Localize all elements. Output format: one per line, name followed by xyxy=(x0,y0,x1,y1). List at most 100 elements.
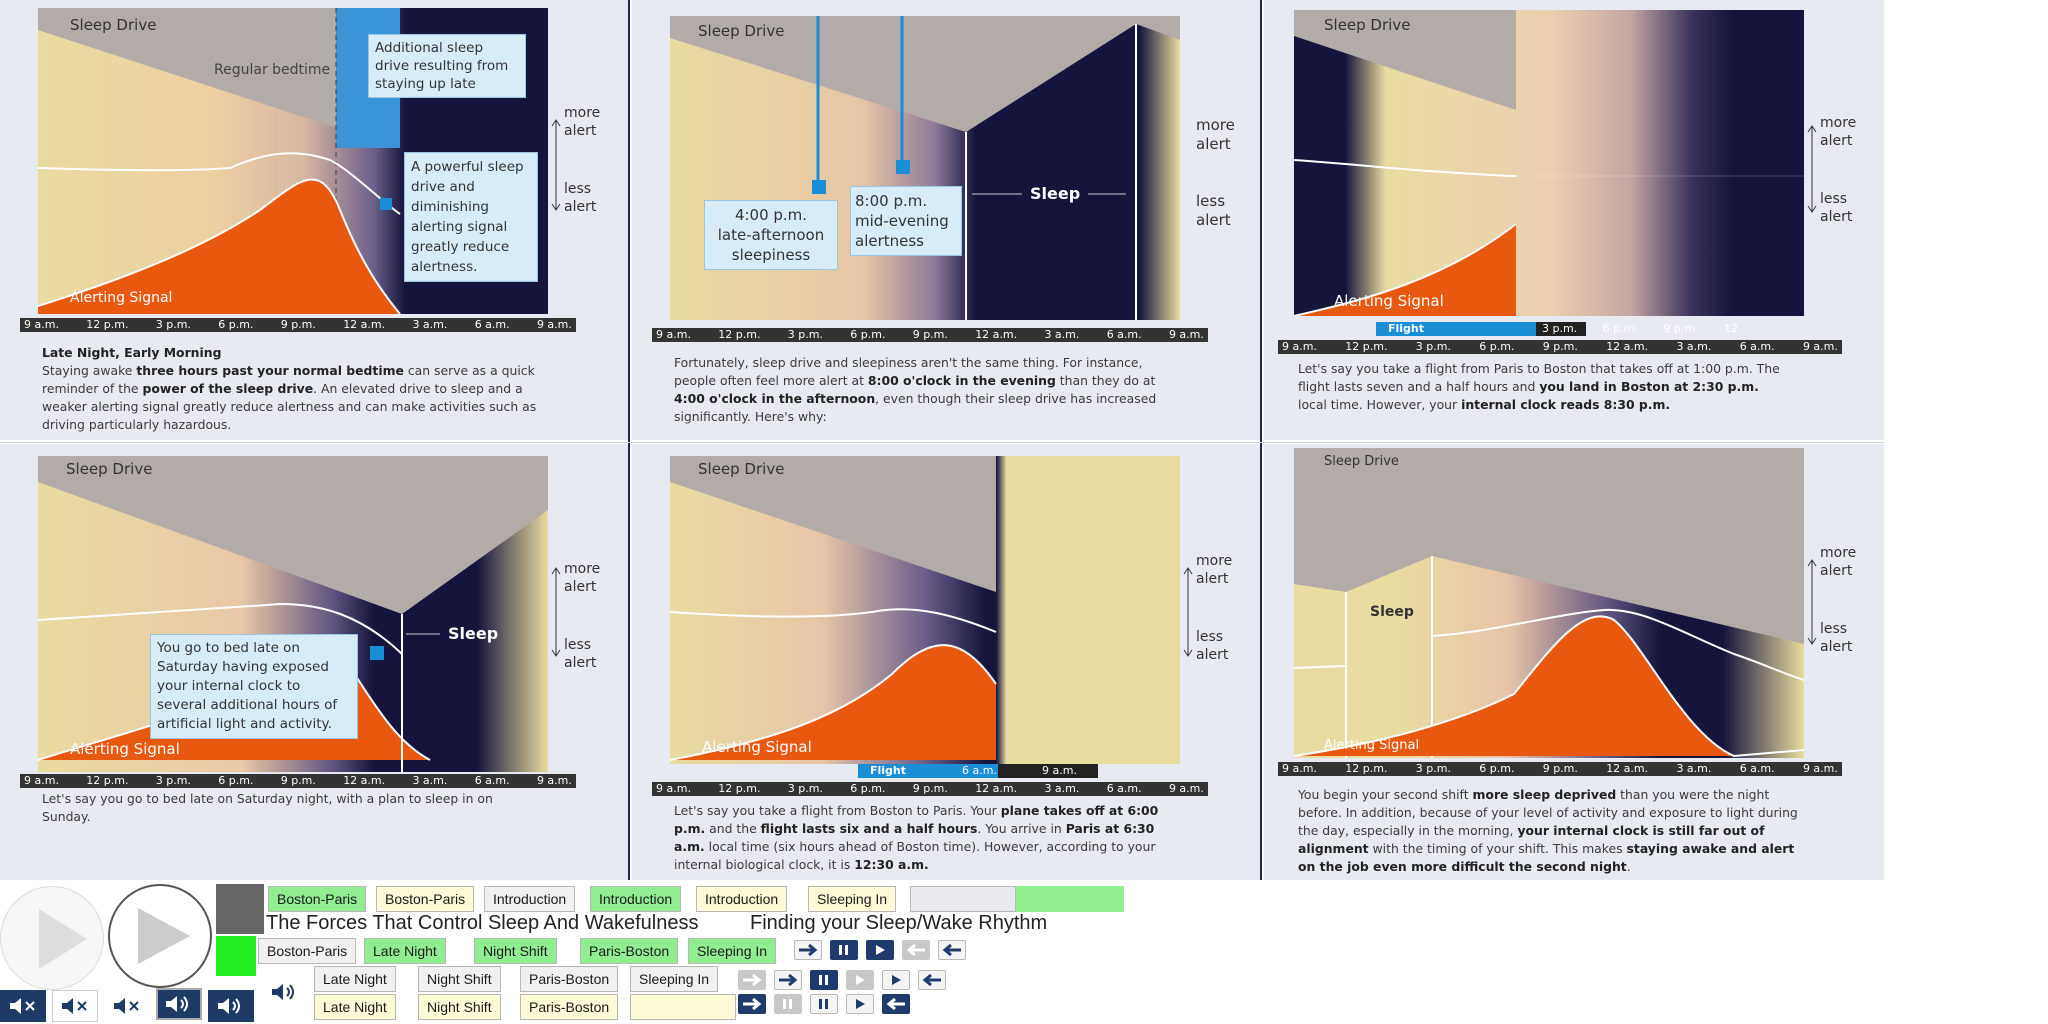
axis-tick: 12 a.m. xyxy=(343,318,386,331)
back-arrow-button[interactable] xyxy=(938,940,966,960)
panel1-caption: Late Night, Early Morning Staying awake … xyxy=(42,344,542,434)
panel-divider xyxy=(1260,0,1262,880)
nav-late-night-3[interactable]: Late Night xyxy=(314,994,396,1020)
nav-late-night[interactable]: Late Night xyxy=(364,938,446,964)
sleep-region-label: Sleep xyxy=(1030,184,1081,203)
panel4-caption: Let's say you go to bed late on Saturday… xyxy=(42,791,493,824)
mute-button-light[interactable] xyxy=(104,990,150,1022)
more-alert-label: more alert xyxy=(564,561,601,595)
axis-tick: 3 a.m. xyxy=(412,774,448,787)
axis-tick: 12 p.m. xyxy=(86,774,129,787)
pause-button[interactable] xyxy=(810,994,838,1014)
nav-night-shift-3[interactable]: Night Shift xyxy=(418,994,501,1020)
mute-button-alt[interactable] xyxy=(52,990,98,1022)
panel2-caption: Fortunately, sleep drive and sleepiness … xyxy=(674,355,1157,424)
play-button-small[interactable] xyxy=(846,994,874,1014)
panel3-caption: Let's say you take a flight from Paris t… xyxy=(1298,361,1780,412)
volume-button-light[interactable] xyxy=(262,976,308,1008)
nav-introduction-active[interactable]: Introduction xyxy=(590,886,682,912)
less-alert-label: less alert xyxy=(564,637,597,671)
nav-introduction[interactable]: Introduction xyxy=(484,886,576,912)
nav-sleeping-in-3[interactable]: Sleeping In xyxy=(630,966,719,992)
nav-boston-paris[interactable]: Boston-Paris xyxy=(268,886,367,912)
axis-panel3-flight: 3 p.m. 6 p.m. 9 p.m. 12 xyxy=(1542,322,1738,336)
night-shift-chart xyxy=(1278,448,1842,776)
pause-button-disabled[interactable] xyxy=(774,994,802,1014)
less-alert-label: less alert xyxy=(1820,621,1853,655)
axis-tick: 12 a.m. xyxy=(343,774,386,787)
row-divider xyxy=(0,442,1884,443)
play-button-disabled[interactable] xyxy=(846,970,874,990)
more-alert-label: more alert xyxy=(1820,115,1857,149)
arrow-right-icon xyxy=(779,973,798,987)
pause-icon xyxy=(819,975,828,985)
axis-tick: 9 a.m. xyxy=(536,774,572,787)
more-alert-label: more alert xyxy=(564,105,601,139)
axis-tick: 9 p.m. xyxy=(912,328,948,341)
pause-button[interactable] xyxy=(810,970,838,990)
nav-empty-green[interactable] xyxy=(1016,886,1124,912)
axis-tick: 12 a.m. xyxy=(975,328,1018,341)
swatch-grey xyxy=(216,884,264,934)
regular-bedtime-label: Regular bedtime xyxy=(214,62,331,78)
nav-boston-paris-alt[interactable]: Boston-Paris xyxy=(376,886,475,912)
next-arrow-disabled[interactable] xyxy=(738,970,766,990)
axis-tick: 3 p.m. xyxy=(787,328,823,341)
axis-tick: 12 p.m. xyxy=(718,328,761,341)
play-button-small[interactable] xyxy=(866,940,894,960)
more-alert-label: more alert xyxy=(1196,116,1235,153)
panel-boston-paris: Sleep Drive Alerting Signal Flight 6 a.m… xyxy=(632,444,1260,880)
nav-empty-slot-2[interactable] xyxy=(630,994,736,1020)
flight-label: Flight xyxy=(1388,322,1425,335)
nav-boston-paris-2[interactable]: Boston-Paris xyxy=(258,938,357,964)
volume-icon xyxy=(218,998,240,1014)
nav-late-night-2[interactable]: Late Night xyxy=(314,966,396,992)
caption-title: Late Night, Early Morning xyxy=(42,345,222,360)
nav-sleeping-in-2[interactable]: Sleeping In xyxy=(688,938,777,964)
volume-button[interactable] xyxy=(208,990,254,1022)
back-arrow-button[interactable] xyxy=(918,970,946,990)
axis-tick: 9 a.m. xyxy=(24,318,59,331)
alerting-signal-label: Alerting Signal xyxy=(1334,292,1444,310)
pause-button[interactable] xyxy=(830,940,858,960)
alerting-signal-label: Alerting Signal xyxy=(1324,738,1420,753)
back-arrow-disabled[interactable] xyxy=(902,940,930,960)
axis-panel3: 9 a.m. 12 p.m. 3 p.m. 6 p.m. 9 p.m. 12 a.m. 3 … xyxy=(1278,340,1842,354)
nav-night-shift[interactable]: Night Shift xyxy=(474,938,557,964)
nav-empty-slot[interactable] xyxy=(910,886,1016,912)
panel-night-shift: Sleep Drive Sleep Alerting Signal more al… xyxy=(1264,444,1884,880)
axis-tick: 6 p.m. xyxy=(850,782,886,795)
boston-paris-chart xyxy=(652,456,1208,796)
play-button-active[interactable] xyxy=(108,884,212,988)
axis-tick: 6 p.m. xyxy=(218,318,254,331)
pause-icon xyxy=(783,999,792,1009)
nav-paris-boston-3[interactable]: Paris-Boston xyxy=(520,994,619,1020)
mute-button[interactable] xyxy=(0,990,46,1022)
panel-late-night: Sleep Drive Regular bedtime Additional s… xyxy=(0,0,628,440)
axis-tick: 12 xyxy=(1723,322,1738,335)
next-arrow-button[interactable] xyxy=(794,940,822,960)
next-arrow-button[interactable] xyxy=(738,994,766,1014)
axis-tick: 9 a.m. xyxy=(1168,782,1204,795)
arrow-right-icon xyxy=(799,943,818,957)
nav-night-shift-2[interactable]: Night Shift xyxy=(418,966,501,992)
nav-introduction-alt[interactable]: Introduction xyxy=(696,886,788,912)
axis-tick: 12 p.m. xyxy=(1345,762,1388,775)
arrow-right-icon xyxy=(743,997,762,1011)
play-icon xyxy=(876,945,885,955)
sleep-drive-label: Sleep Drive xyxy=(66,460,153,478)
play-icon xyxy=(892,975,901,985)
back-arrow-button[interactable] xyxy=(882,994,910,1014)
axis-panel6: 9 a.m. 12 p.m. 3 p.m. 6 p.m. 9 p.m. 12 a.m. 3 … xyxy=(1278,762,1842,776)
panel-divider xyxy=(628,0,630,880)
nav-paris-boston[interactable]: Paris-Boston xyxy=(580,938,679,964)
volume-button-selected[interactable] xyxy=(156,988,202,1020)
play-button-small[interactable] xyxy=(882,970,910,990)
play-button-large[interactable] xyxy=(0,886,104,990)
nav-sleeping-in[interactable]: Sleeping In xyxy=(808,886,897,912)
nav-paris-boston-2[interactable]: Paris-Boston xyxy=(520,966,619,992)
axis-tick: 6 a.m. xyxy=(1739,762,1775,775)
play-icon xyxy=(138,908,190,964)
axis-tick: 3 a.m. xyxy=(1044,782,1080,795)
next-arrow-button[interactable] xyxy=(774,970,802,990)
